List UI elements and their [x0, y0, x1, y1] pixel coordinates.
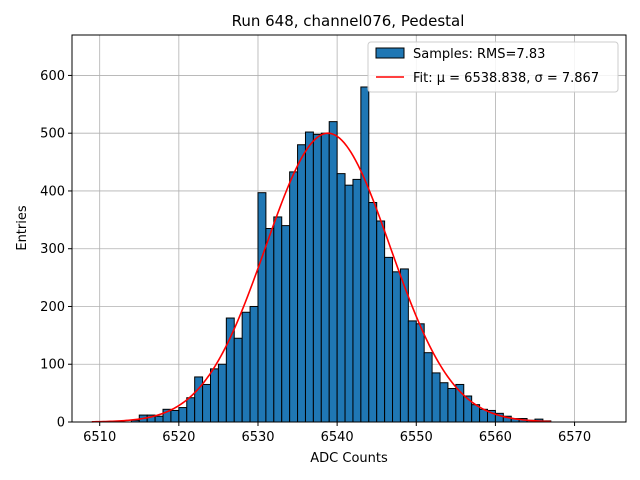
histogram-bar-42 [463, 395, 473, 423]
histogram-bar-24 [320, 132, 330, 423]
y-axis-ticks: 0 100 200 300 400 500 600 [40, 69, 72, 431]
y-tick-label-5: 500 [40, 127, 65, 142]
histogram-bar-16 [257, 192, 267, 423]
histogram-bar-12 [225, 317, 235, 423]
histogram-bar-35 [407, 320, 417, 423]
histogram-bar-31 [376, 220, 386, 423]
histogram-bar-30 [368, 202, 378, 423]
histogram-bar-7 [186, 397, 196, 423]
y-tick-label-3: 300 [40, 242, 65, 257]
y-tick-label-2: 200 [40, 300, 65, 315]
histogram-bar-25 [328, 121, 338, 423]
histogram-bar-5 [170, 409, 180, 423]
histogram-bar-22 [304, 131, 314, 423]
x-tick-label-3: 6540 [321, 430, 354, 445]
histogram-bar-28 [352, 178, 362, 423]
histogram-bar-6 [178, 407, 188, 423]
histogram-bar-23 [312, 133, 322, 423]
fit-curve [91, 132, 551, 423]
histogram-bar-33 [392, 271, 401, 423]
histogram-bar-40 [447, 387, 457, 423]
x-tick-label-0: 6510 [83, 430, 116, 445]
histogram-bar-10 [210, 368, 219, 423]
histogram-bar-39 [439, 382, 449, 423]
histogram-bar-32 [384, 256, 394, 423]
histogram-bar-17 [265, 228, 275, 423]
histogram-bar-15 [249, 305, 259, 423]
histogram-bar-3 [154, 415, 164, 423]
histogram-bar-14 [241, 311, 251, 423]
x-axis-ticks: 6510 6520 6530 6540 6550 6560 6570 [83, 422, 591, 445]
histogram-bar-41 [455, 383, 465, 423]
y-tick-label-4: 400 [40, 184, 65, 199]
chart-title: Run 648, channel076, Pedestal [232, 12, 465, 30]
histogram-bar-9 [202, 383, 211, 423]
histogram-bar-37 [423, 352, 433, 423]
legend: Samples: RMS=7.83 Fit: μ = 6538.838, σ =… [367, 41, 619, 93]
legend-box [367, 41, 619, 93]
legend-histogram-swatch [375, 47, 405, 59]
legend-fit-label: Fit: μ = 6538.838, σ = 7.867 [413, 71, 599, 86]
histogram-bar-11 [217, 363, 227, 423]
histogram-bar-27 [344, 184, 354, 423]
x-tick-label-2: 6530 [241, 430, 274, 445]
histogram-bar-19 [281, 225, 291, 423]
x-tick-label-6: 6570 [558, 430, 591, 445]
x-tick-label-4: 6550 [400, 430, 433, 445]
histogram-bar-21 [297, 144, 306, 423]
histogram-bar-29 [360, 86, 370, 423]
x-tick-label-1: 6520 [162, 430, 195, 445]
histogram-bar-36 [415, 323, 425, 423]
histogram-bar-8 [194, 376, 204, 423]
histogram-bar-38 [431, 372, 441, 423]
histogram-bar-20 [289, 171, 299, 423]
histogram-bars [130, 86, 552, 423]
y-tick-label-1: 100 [40, 358, 65, 373]
x-tick-label-5: 6560 [479, 430, 512, 445]
fit-curve-group [91, 132, 551, 423]
histogram-bar-13 [233, 337, 243, 423]
y-tick-label-0: 0 [57, 416, 65, 431]
histogram-bar-18 [273, 216, 283, 423]
legend-histogram-label: Samples: RMS=7.83 [413, 47, 545, 62]
x-axis-label: ADC Counts [310, 451, 388, 466]
histogram-bar-26 [336, 173, 346, 423]
y-axis-label: Entries [15, 205, 30, 251]
plot-frame [71, 34, 627, 423]
y-tick-label-6: 600 [40, 69, 65, 84]
